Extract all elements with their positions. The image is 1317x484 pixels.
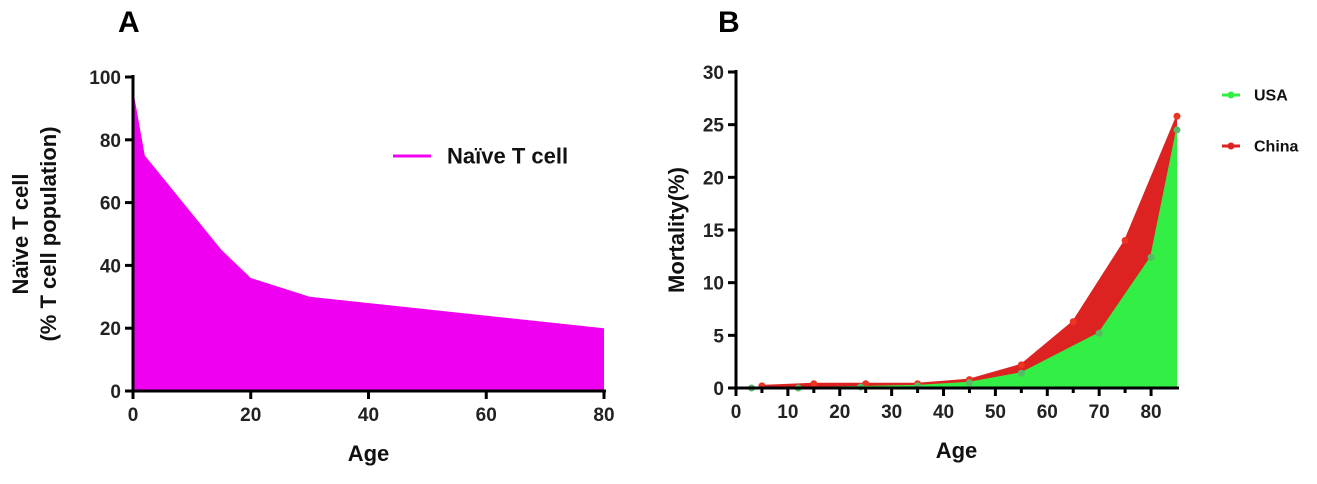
x-tick-label: 80 bbox=[1140, 402, 1161, 423]
legend: USA China bbox=[1222, 88, 1299, 156]
x-tick-label: 20 bbox=[829, 402, 850, 423]
y-tick-label: 15 bbox=[703, 221, 725, 242]
y-tick-label: 80 bbox=[100, 131, 121, 152]
y-tick-label: 5 bbox=[713, 326, 724, 347]
x-tick-label: 0 bbox=[128, 405, 139, 426]
point-usa bbox=[1095, 329, 1103, 337]
x-tick-label: 10 bbox=[777, 402, 798, 423]
point-usa bbox=[1147, 253, 1155, 261]
y-tick-label: 20 bbox=[703, 168, 724, 189]
y-tick-label: 100 bbox=[89, 68, 121, 89]
point-usa bbox=[1017, 369, 1025, 377]
point-usa bbox=[965, 379, 973, 387]
y-axis-title-line2: (% T cell population) bbox=[36, 126, 61, 341]
y-tick-label: 20 bbox=[100, 319, 121, 340]
x-tick-label: 60 bbox=[1037, 402, 1058, 423]
point-china bbox=[1069, 318, 1077, 326]
legend: Naïve T cell bbox=[393, 144, 568, 169]
x-tick-label: 30 bbox=[881, 402, 902, 423]
point-china bbox=[1017, 361, 1025, 369]
y-axis-title-line1: Naïve T cell bbox=[8, 173, 33, 294]
area-na-ve-t-cell bbox=[133, 89, 604, 391]
panel-b-label: B bbox=[718, 6, 740, 39]
y-axis-title: Mortality(%) bbox=[664, 167, 689, 293]
panel-a-label: A bbox=[118, 6, 140, 39]
area-usa bbox=[751, 129, 1177, 388]
x-tick-label: 40 bbox=[933, 402, 954, 423]
point-china bbox=[862, 380, 870, 388]
legend-marker-china bbox=[1227, 142, 1235, 150]
x-tick-label: 60 bbox=[476, 405, 497, 426]
x-axis-title: Age bbox=[936, 438, 978, 463]
point-china bbox=[1121, 237, 1129, 245]
y-tick-label: 25 bbox=[703, 116, 725, 137]
x-tick-label: 40 bbox=[358, 405, 379, 426]
point-usa bbox=[1173, 126, 1181, 134]
legend-label-china: China bbox=[1254, 139, 1299, 156]
x-axis-title: Age bbox=[348, 441, 390, 466]
y-tick-label: 40 bbox=[100, 256, 121, 277]
panel-b-chart: 0 5 10 15 20 25 30 0 10 20 30 40 50 60 70 80 Age Mortalit… bbox=[664, 63, 1299, 463]
y-tick-label: 30 bbox=[703, 63, 724, 84]
y-tick-label: 0 bbox=[110, 382, 121, 403]
point-china bbox=[1173, 112, 1181, 120]
x-tick-label: 20 bbox=[240, 405, 261, 426]
y-tick-label: 60 bbox=[100, 194, 121, 215]
legend-label-usa: USA bbox=[1254, 88, 1288, 105]
x-tick-label: 0 bbox=[731, 402, 742, 423]
y-tick-label: 10 bbox=[703, 274, 724, 295]
x-tick-label: 80 bbox=[593, 405, 614, 426]
x-tick-label: 70 bbox=[1089, 402, 1110, 423]
point-china bbox=[810, 380, 818, 388]
y-tick-label: 0 bbox=[713, 379, 724, 400]
legend-marker-usa bbox=[1227, 91, 1235, 99]
x-tick-label: 50 bbox=[985, 402, 1006, 423]
legend-label-na-ve-t-cell: Naïve T cell bbox=[447, 144, 568, 169]
